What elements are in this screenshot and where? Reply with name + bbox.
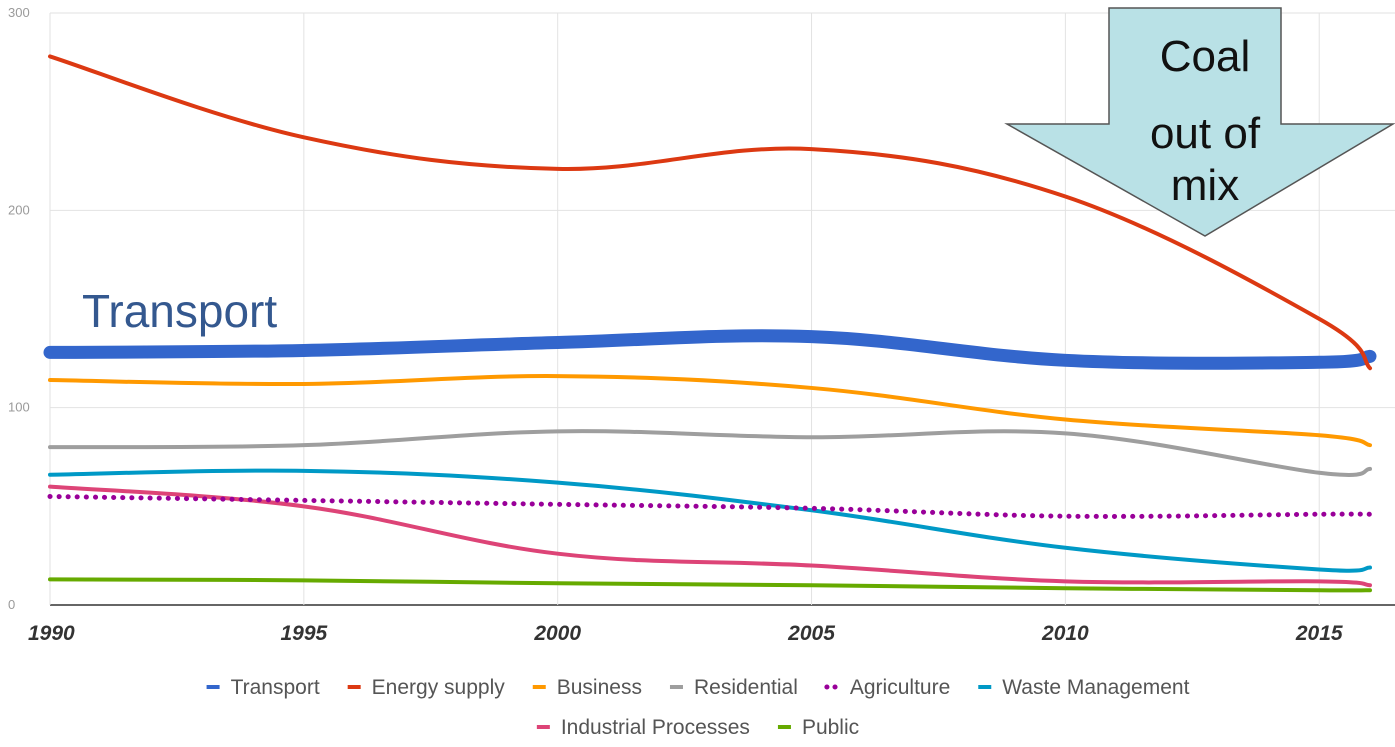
- legend-marker: [206, 685, 220, 689]
- legend: Transport Energy supply Business Residentia…: [206, 676, 1190, 739]
- legend-item-waste-management: Waste Management: [978, 676, 1190, 699]
- x-tick-label: 1990: [28, 622, 75, 645]
- legend-marker: [536, 725, 550, 729]
- legend-marker: [347, 685, 361, 689]
- legend-marker: [777, 725, 791, 729]
- x-axis-ticks: 1990 1995 2000 2005 2010 2015: [28, 622, 1343, 645]
- legend-marker: [978, 685, 992, 689]
- x-tick-label: 2010: [1041, 622, 1089, 645]
- series-line-residential: [48, 429, 1372, 477]
- annotations: Transport Coal out of mix: [82, 7, 1395, 337]
- x-tick-label: 2005: [787, 622, 835, 645]
- legend-label: Waste Management: [1002, 676, 1189, 699]
- legend-marker: [669, 685, 683, 689]
- grid-lines: [49, 12, 1395, 606]
- legend-label: Residential: [694, 676, 798, 699]
- coal-out-of-mix-arrow: Coal out of mix: [1004, 7, 1395, 237]
- legend-marker: [532, 685, 546, 689]
- legend-item-public: Public: [777, 716, 859, 739]
- transport-annotation: Transport: [82, 285, 277, 337]
- series-line-industrial-processes: [48, 484, 1372, 588]
- coal-arrow-line-2: out of: [1150, 109, 1261, 158]
- series-line-business: [48, 374, 1372, 448]
- legend-item-transport: Transport: [206, 676, 320, 699]
- legend-item-agriculture: Agriculture: [824, 676, 950, 699]
- y-tick-label: 0: [8, 597, 15, 612]
- legend-label: Public: [802, 716, 859, 739]
- series-line-energy-supply: [48, 54, 1372, 371]
- series-line-transport: [43, 329, 1377, 370]
- legend-item-industrial-processes: Industrial Processes: [536, 716, 750, 739]
- series-lines: [43, 54, 1377, 593]
- legend-label: Transport: [231, 676, 320, 699]
- legend-label: Industrial Processes: [561, 716, 750, 739]
- series-line-agriculture: [47, 493, 1373, 519]
- series-line-waste-management: [48, 468, 1372, 573]
- coal-arrow-line-1: Coal: [1160, 32, 1251, 81]
- legend-label: Energy supply: [372, 676, 506, 699]
- legend-item-residential: Residential: [669, 676, 798, 699]
- y-tick-label: 100: [8, 400, 30, 415]
- down-arrow-icon: [1004, 7, 1395, 237]
- legend-label: Agriculture: [850, 676, 950, 699]
- y-axis-ticks: 0 100 200 300: [8, 5, 30, 612]
- x-tick-label: 2015: [1295, 622, 1343, 645]
- y-tick-label: 300: [8, 5, 30, 20]
- x-tick-label: 1995: [280, 622, 327, 645]
- legend-item-business: Business: [532, 676, 642, 699]
- coal-arrow-line-3: mix: [1171, 161, 1239, 210]
- y-tick-label: 200: [8, 202, 30, 217]
- legend-item-energy-supply: Energy supply: [347, 676, 506, 699]
- x-tick-label: 2000: [533, 622, 581, 645]
- series-line-public: [48, 577, 1372, 593]
- legend-label: Business: [557, 676, 642, 699]
